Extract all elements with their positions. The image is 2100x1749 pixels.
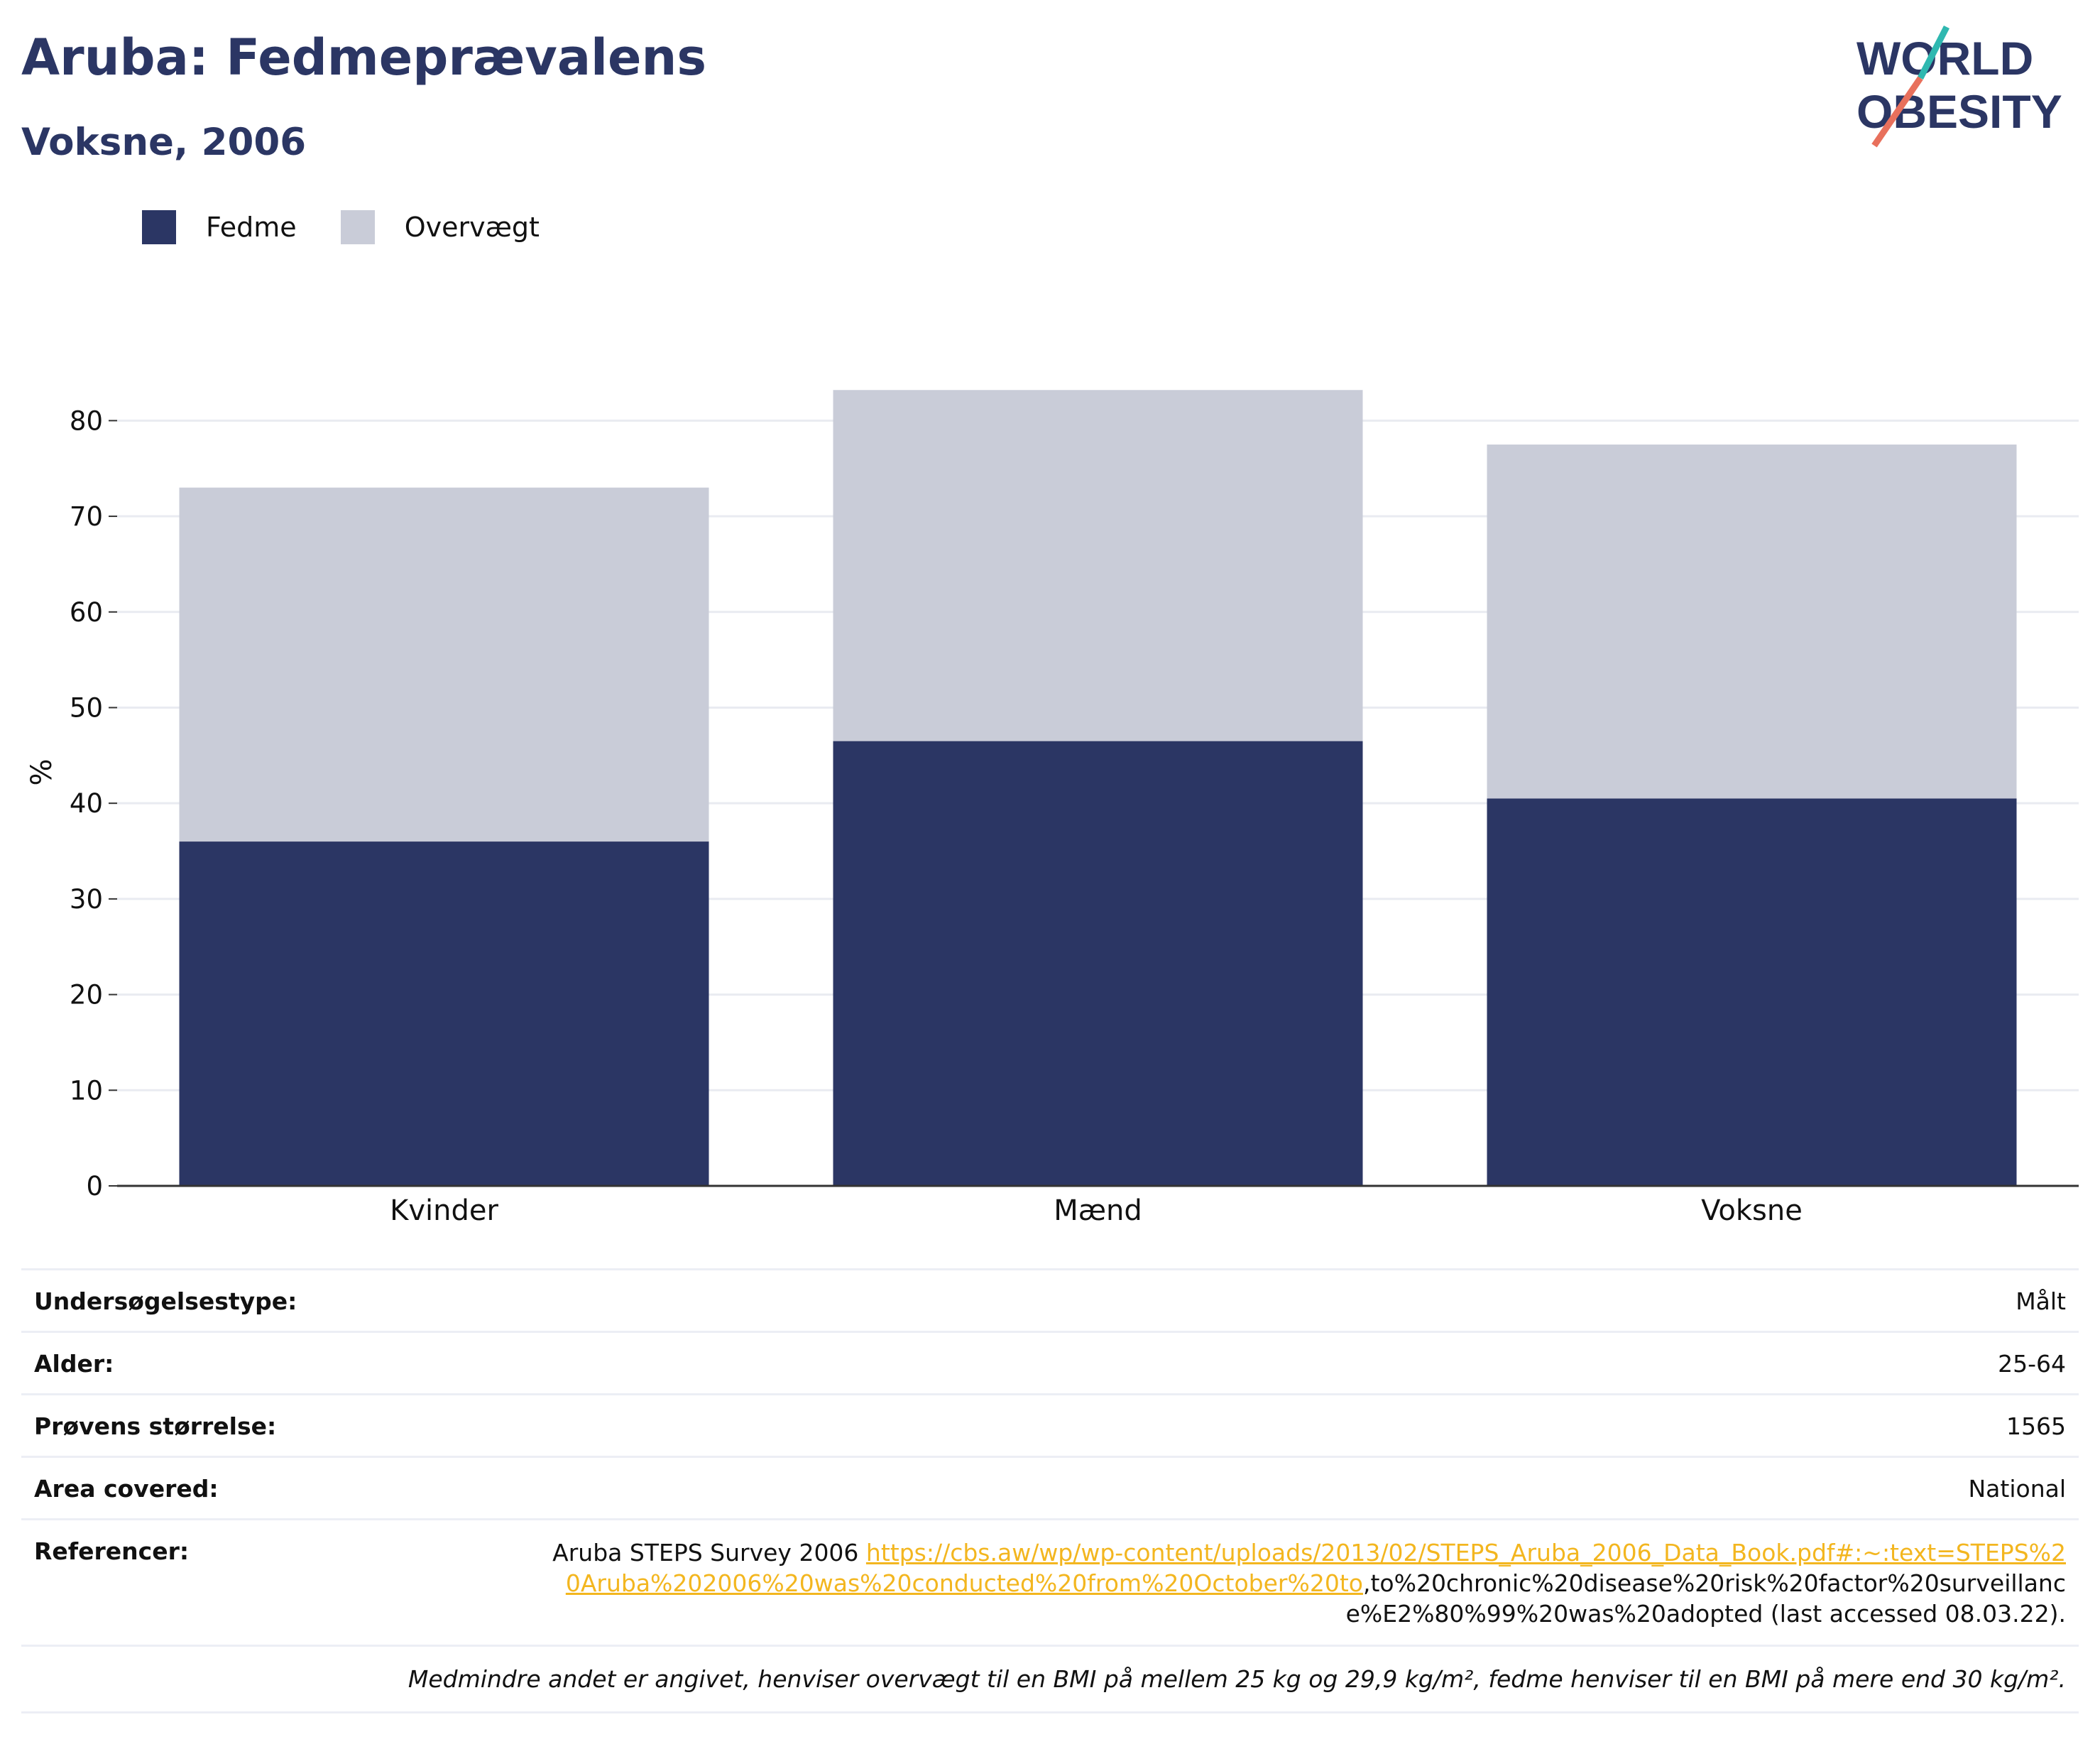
sample-size-label: Prøvens størrelse: (34, 1412, 277, 1440)
bar-obesity-1[interactable] (833, 741, 1363, 1186)
x-tick-label-0: Kvinder (390, 1194, 498, 1227)
y-tick-label-60: 60 (70, 597, 103, 628)
info-row-references: Referencer: Aruba STEPS Survey 2006 http… (21, 1518, 2079, 1645)
y-tick-label-40: 40 (70, 788, 103, 819)
references-text-after: ,to%20chronic%20disease%20risk%20factor%… (1345, 1569, 2066, 1628)
chart-subtitle: Voksne, 2006 (21, 121, 307, 164)
legend-item-obesity[interactable]: Fedme (142, 210, 297, 244)
world-obesity-logo: WORLD OBESITY (1856, 25, 2062, 148)
survey-type-value: Målt (2016, 1287, 2066, 1315)
references-text-before: Aruba STEPS Survey 2006 (552, 1539, 866, 1567)
survey-type-label: Undersøgelsestype: (34, 1287, 297, 1315)
logo-line1: WORLD (1856, 32, 2033, 85)
y-tick-label-50: 50 (70, 692, 103, 723)
info-row-survey-type: Undersøgelsestype: Målt (21, 1268, 2079, 1331)
y-tick-label-80: 80 (70, 405, 103, 436)
sample-size-value: 1565 (2006, 1412, 2066, 1440)
footnote: Medmindre andet er angivet, henviser ove… (21, 1645, 2079, 1713)
info-row-sample-size: Prøvens størrelse: 1565 (21, 1393, 2079, 1456)
info-table: Undersøgelsestype: Målt Alder: 25-64 Prø… (21, 1268, 2079, 1713)
bar-overweight-2[interactable] (1487, 445, 2017, 799)
x-tick-label-2: Voksne (1701, 1194, 1803, 1227)
y-tick-label-0: 0 (86, 1171, 103, 1202)
bar-obesity-0[interactable] (179, 841, 709, 1186)
legend-swatch-overweight (340, 210, 375, 244)
y-tick-label-20: 20 (70, 980, 103, 1010)
references-label: Referencer: (34, 1537, 190, 1565)
y-axis-label: % (26, 758, 58, 785)
bar-chart: 0 10 20 30 40 50 60 70 80% Kvinder Mænd Voksne (26, 390, 2079, 1227)
bar-overweight-0[interactable] (179, 487, 709, 842)
legend-swatch-obesity (142, 210, 176, 244)
logo-line2: OBESITY (1856, 85, 2062, 138)
references-link[interactable]: https://cbs.aw/wp/wp-content/uploads/201… (565, 1539, 2066, 1597)
bar-overweight-1[interactable] (833, 390, 1363, 741)
x-tick-label-1: Mænd (1054, 1194, 1142, 1227)
logo-slash-coral (1871, 76, 1923, 148)
y-tick-label-70: 70 (70, 501, 103, 532)
area-value: National (1968, 1475, 2066, 1503)
chart-legend: Fedme Overvægt (142, 210, 584, 244)
legend-label-overweight: Overvægt (404, 212, 540, 243)
age-value: 25-64 (1998, 1350, 2066, 1378)
info-row-area: Area covered: National (21, 1456, 2079, 1518)
logo-slash-teal (1917, 25, 1950, 80)
legend-item-overweight[interactable]: Overvægt (340, 210, 540, 244)
area-label: Area covered: (34, 1475, 219, 1503)
chart-title: Aruba: Fedmeprævalens (21, 28, 707, 87)
info-row-age: Alder: 25-64 (21, 1331, 2079, 1393)
references-value: Aruba STEPS Survey 2006 https://cbs.aw/w… (547, 1537, 2066, 1629)
legend-label-obesity: Fedme (206, 212, 297, 243)
age-label: Alder: (34, 1350, 114, 1378)
bar-obesity-2[interactable] (1487, 798, 2017, 1186)
y-tick-label-10: 10 (70, 1075, 103, 1106)
y-tick-label-30: 30 (70, 884, 103, 915)
